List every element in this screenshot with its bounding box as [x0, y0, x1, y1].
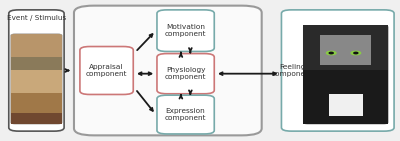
FancyBboxPatch shape [157, 10, 214, 51]
Text: Appraisal
component: Appraisal component [86, 64, 127, 77]
FancyBboxPatch shape [80, 47, 133, 94]
FancyBboxPatch shape [74, 6, 262, 135]
Text: Physiology
component: Physiology component [165, 67, 206, 80]
FancyBboxPatch shape [320, 35, 371, 65]
FancyBboxPatch shape [157, 54, 214, 94]
Text: Motivation
component: Motivation component [165, 24, 206, 37]
FancyBboxPatch shape [11, 93, 62, 115]
FancyBboxPatch shape [11, 57, 62, 70]
FancyBboxPatch shape [11, 113, 62, 124]
FancyBboxPatch shape [157, 95, 214, 134]
Circle shape [354, 52, 358, 54]
FancyBboxPatch shape [9, 10, 64, 131]
Text: Event / Stimulus: Event / Stimulus [7, 15, 66, 21]
FancyBboxPatch shape [303, 25, 388, 124]
FancyBboxPatch shape [282, 10, 394, 131]
Circle shape [351, 51, 361, 55]
FancyBboxPatch shape [11, 70, 62, 93]
FancyBboxPatch shape [303, 70, 388, 124]
Circle shape [329, 52, 333, 54]
FancyBboxPatch shape [329, 94, 363, 116]
FancyBboxPatch shape [11, 34, 62, 124]
Text: Expression
component: Expression component [165, 108, 206, 121]
FancyBboxPatch shape [303, 25, 388, 70]
Circle shape [326, 51, 336, 55]
Text: Feeling
component: Feeling component [272, 64, 313, 77]
